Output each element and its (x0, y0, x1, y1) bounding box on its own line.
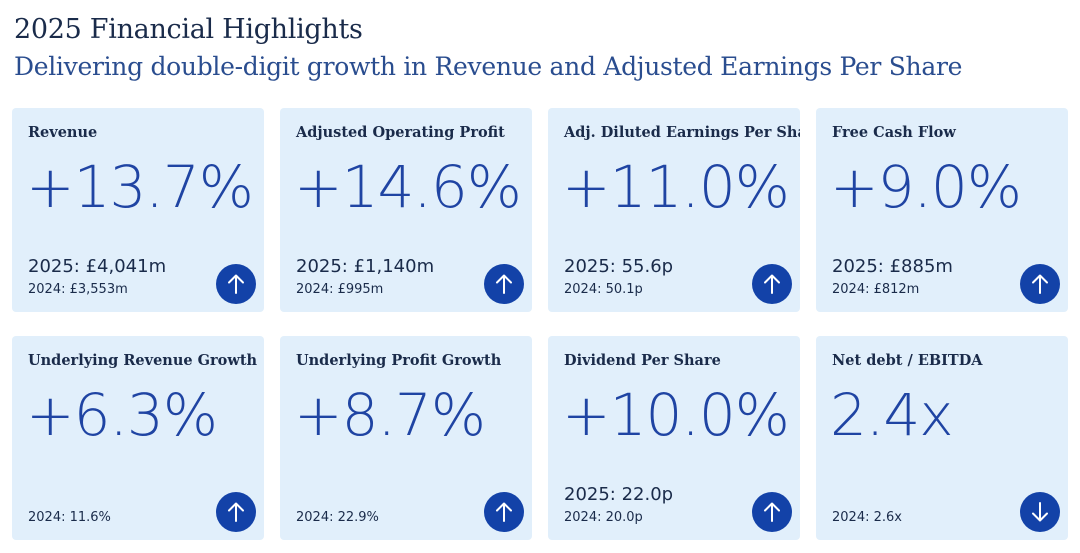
card-prior-year: 2024: 50.1p (564, 282, 643, 297)
card-current-year: 2025: 55.6p (564, 256, 674, 277)
card-label: Free Cash Flow (832, 124, 956, 141)
card-underlying-profit-growth: Underlying Profit Growth +8.7% 2024: 22.… (280, 336, 532, 540)
card-prior-year: 2024: £812m (832, 282, 920, 297)
card-current-year: 2025: £1,140m (296, 256, 435, 277)
card-current-year: 2025: £885m (832, 256, 953, 277)
card-prior-year: 2024: £995m (296, 282, 384, 297)
card-value: +13.7% (26, 153, 254, 221)
arrow-up-icon (484, 492, 524, 532)
highlights-grid: Revenue +13.7% 2025: £4,041m 2024: £3,55… (12, 108, 1068, 540)
card-label: Underlying Revenue Growth (28, 352, 258, 369)
card-revenue: Revenue +13.7% 2025: £4,041m 2024: £3,55… (12, 108, 264, 312)
card-label: Dividend Per Share (564, 352, 721, 369)
card-value: +6.3% (26, 381, 218, 449)
card-underlying-revenue-growth: Underlying Revenue Growth +6.3% 2024: 11… (12, 336, 264, 540)
card-current-year: 2025: 22.0p (564, 484, 674, 505)
card-prior-year: 2024: 20.0p (564, 510, 643, 525)
arrow-up-icon (752, 492, 792, 532)
card-adjusted-operating-profit: Adjusted Operating Profit +14.6% 2025: £… (280, 108, 532, 312)
card-value: 2.4x (830, 381, 954, 449)
card-label: Adjusted Operating Profit (296, 124, 505, 141)
card-current-year: 2025: £4,041m (28, 256, 167, 277)
card-value: +14.6% (294, 153, 522, 221)
card-value: +11.0% (562, 153, 790, 221)
card-free-cash-flow: Free Cash Flow +9.0% 2025: £885m 2024: £… (816, 108, 1068, 312)
card-value: +8.7% (294, 381, 486, 449)
page-subtitle: Delivering double-digit growth in Revenu… (14, 52, 963, 81)
card-prior-year: 2024: 11.6% (28, 510, 111, 525)
arrow-up-icon (752, 264, 792, 304)
card-label: Revenue (28, 124, 98, 141)
card-label: Net debt / EBITDA (832, 352, 983, 369)
card-adj-diluted-eps: Adj. Diluted Earnings Per Share +11.0% 2… (548, 108, 800, 312)
arrow-up-icon (484, 264, 524, 304)
arrow-up-icon (1020, 264, 1060, 304)
arrow-up-icon (216, 264, 256, 304)
card-prior-year: 2024: £3,553m (28, 282, 128, 297)
arrow-down-icon (1020, 492, 1060, 532)
card-label: Underlying Profit Growth (296, 352, 502, 369)
card-prior-year: 2024: 22.9% (296, 510, 379, 525)
page-title: 2025 Financial Highlights (14, 14, 363, 45)
card-value: +10.0% (562, 381, 790, 449)
arrow-up-icon (216, 492, 256, 532)
card-prior-year: 2024: 2.6x (832, 510, 902, 525)
card-net-debt-ebitda: Net debt / EBITDA 2.4x 2024: 2.6x (816, 336, 1068, 540)
card-dividend-per-share: Dividend Per Share +10.0% 2025: 22.0p 20… (548, 336, 800, 540)
card-label: Adj. Diluted Earnings Per Share (564, 124, 800, 141)
page-header: 2025 Financial Highlights Delivering dou… (14, 12, 962, 84)
card-value: +9.0% (830, 153, 1022, 221)
